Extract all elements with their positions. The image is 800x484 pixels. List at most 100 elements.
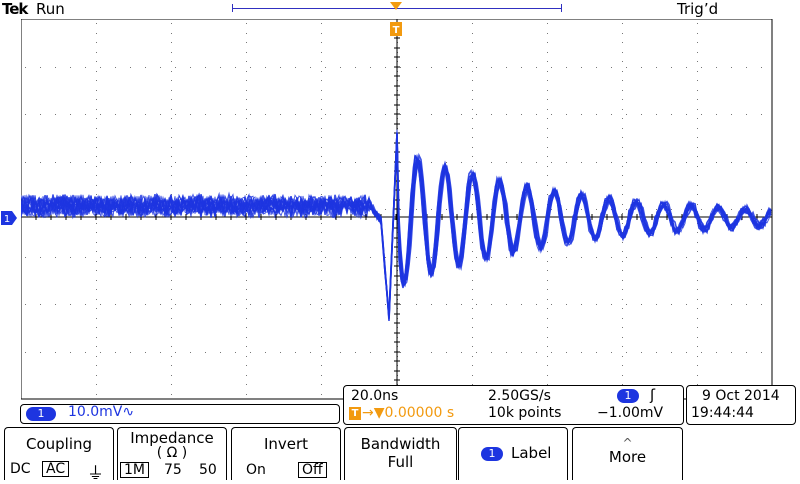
grid-dot [246, 299, 247, 300]
grid-dot [671, 352, 672, 353]
grid-dot [321, 90, 322, 91]
grid-dot [246, 232, 247, 233]
grid-dot [547, 280, 548, 281]
grid-dot [171, 80, 172, 81]
trigger-position-value: →▼0.00000 s [362, 405, 455, 421]
grid-dot [731, 209, 732, 210]
grid-dot [416, 209, 417, 210]
grid-dot [581, 114, 582, 115]
coupling-option-dc[interactable]: DC [10, 461, 31, 477]
grid-dot [171, 280, 172, 281]
grid-dot [547, 61, 548, 62]
grid-dot [431, 209, 432, 210]
grid-dot [641, 67, 642, 68]
grid-dot [115, 257, 116, 258]
grid-dot [70, 67, 71, 68]
grid-dot [171, 299, 172, 300]
grid-dot [246, 42, 247, 43]
grid-dot [476, 114, 477, 115]
grid-dot [536, 352, 537, 353]
grid-dot [171, 384, 172, 385]
grid-dot [130, 114, 131, 115]
grid-dot [205, 352, 206, 353]
grid-dot [246, 175, 247, 176]
invert-menu-button[interactable]: Invert On Off [231, 427, 341, 480]
bandwidth-title: Bandwidth [360, 435, 441, 453]
grid-dot [521, 352, 522, 353]
grid-dot [265, 67, 266, 68]
grid-dot [656, 352, 657, 353]
grid-dot [321, 251, 322, 252]
grid-dot [85, 352, 86, 353]
grid-dot [622, 109, 623, 110]
grid-dot [355, 304, 356, 305]
grid-dot [246, 166, 247, 167]
grid-dot [472, 242, 473, 243]
grid-dot [340, 257, 341, 258]
impedance-option-75[interactable]: 75 [164, 462, 182, 478]
grid-dot [246, 128, 247, 129]
grid-dot [491, 304, 492, 305]
invert-option-on[interactable]: On [246, 462, 266, 478]
ground-coupling-icon[interactable]: ⏚ [87, 464, 104, 484]
grid-dot [566, 162, 567, 163]
grid-dot [472, 365, 473, 366]
grid-dot [622, 99, 623, 100]
grid-dot [340, 67, 341, 68]
grid-dot [280, 114, 281, 115]
coupling-menu-button[interactable]: Coupling DC AC ⏚ [4, 427, 114, 484]
grid-dot [171, 33, 172, 34]
grid-dot [611, 304, 612, 305]
grid-dot [622, 61, 623, 62]
grid-dot [171, 261, 172, 262]
grid-dot [472, 61, 473, 62]
impedance-option-50[interactable]: 50 [199, 462, 217, 478]
grid-dot [506, 114, 507, 115]
grid-dot [416, 257, 417, 258]
more-menu-button[interactable]: ^ More [572, 427, 683, 480]
grid-dot [622, 23, 623, 24]
grid-dot [246, 33, 247, 34]
grid-dot [321, 194, 322, 195]
grid-dot [547, 365, 548, 366]
grid-dot [96, 270, 97, 271]
grid-dot [622, 166, 623, 167]
channel1-ground-marker[interactable]: 1 [0, 210, 18, 226]
grid-dot [547, 289, 548, 290]
grid-dot [547, 52, 548, 53]
grid-dot [171, 90, 172, 91]
bandwidth-menu-button[interactable]: Bandwidth Full [344, 427, 457, 480]
grid-dot [265, 162, 266, 163]
grid-dot [547, 118, 548, 119]
grid-dot [686, 257, 687, 258]
grid-dot [622, 318, 623, 319]
grid-dot [280, 67, 281, 68]
grid-dot [521, 114, 522, 115]
grid-dot [175, 67, 176, 68]
grid-dot [686, 114, 687, 115]
grid-dot [280, 352, 281, 353]
impedance-menu-button[interactable]: Impedance ( Ω ) 1M 75 50 [117, 427, 227, 480]
grid-dot [400, 352, 401, 353]
impedance-option-1m[interactable]: 1M [120, 462, 149, 478]
grid-dot [96, 289, 97, 290]
grid-dot [321, 242, 322, 243]
grid-dot [340, 304, 341, 305]
grid-dot [96, 261, 97, 262]
grid-dot [472, 261, 473, 262]
channel1-readout[interactable] [20, 404, 340, 424]
grid-dot [746, 67, 747, 68]
grid-dot [416, 67, 417, 68]
invert-option-off[interactable]: Off [298, 462, 327, 478]
grid-dot [626, 162, 627, 163]
grid-dot [321, 99, 322, 100]
waveform-display[interactable] [21, 19, 773, 400]
trigger-position-marker[interactable]: T [388, 0, 404, 40]
grid-dot [701, 209, 702, 210]
grid-dot [716, 114, 717, 115]
label-menu-button[interactable]: 1 Label [458, 427, 568, 480]
grid-dot [246, 270, 247, 271]
grid-dot [761, 257, 762, 258]
coupling-option-ac[interactable]: AC [42, 461, 70, 477]
channel1-marker-label: 1 [4, 214, 10, 225]
